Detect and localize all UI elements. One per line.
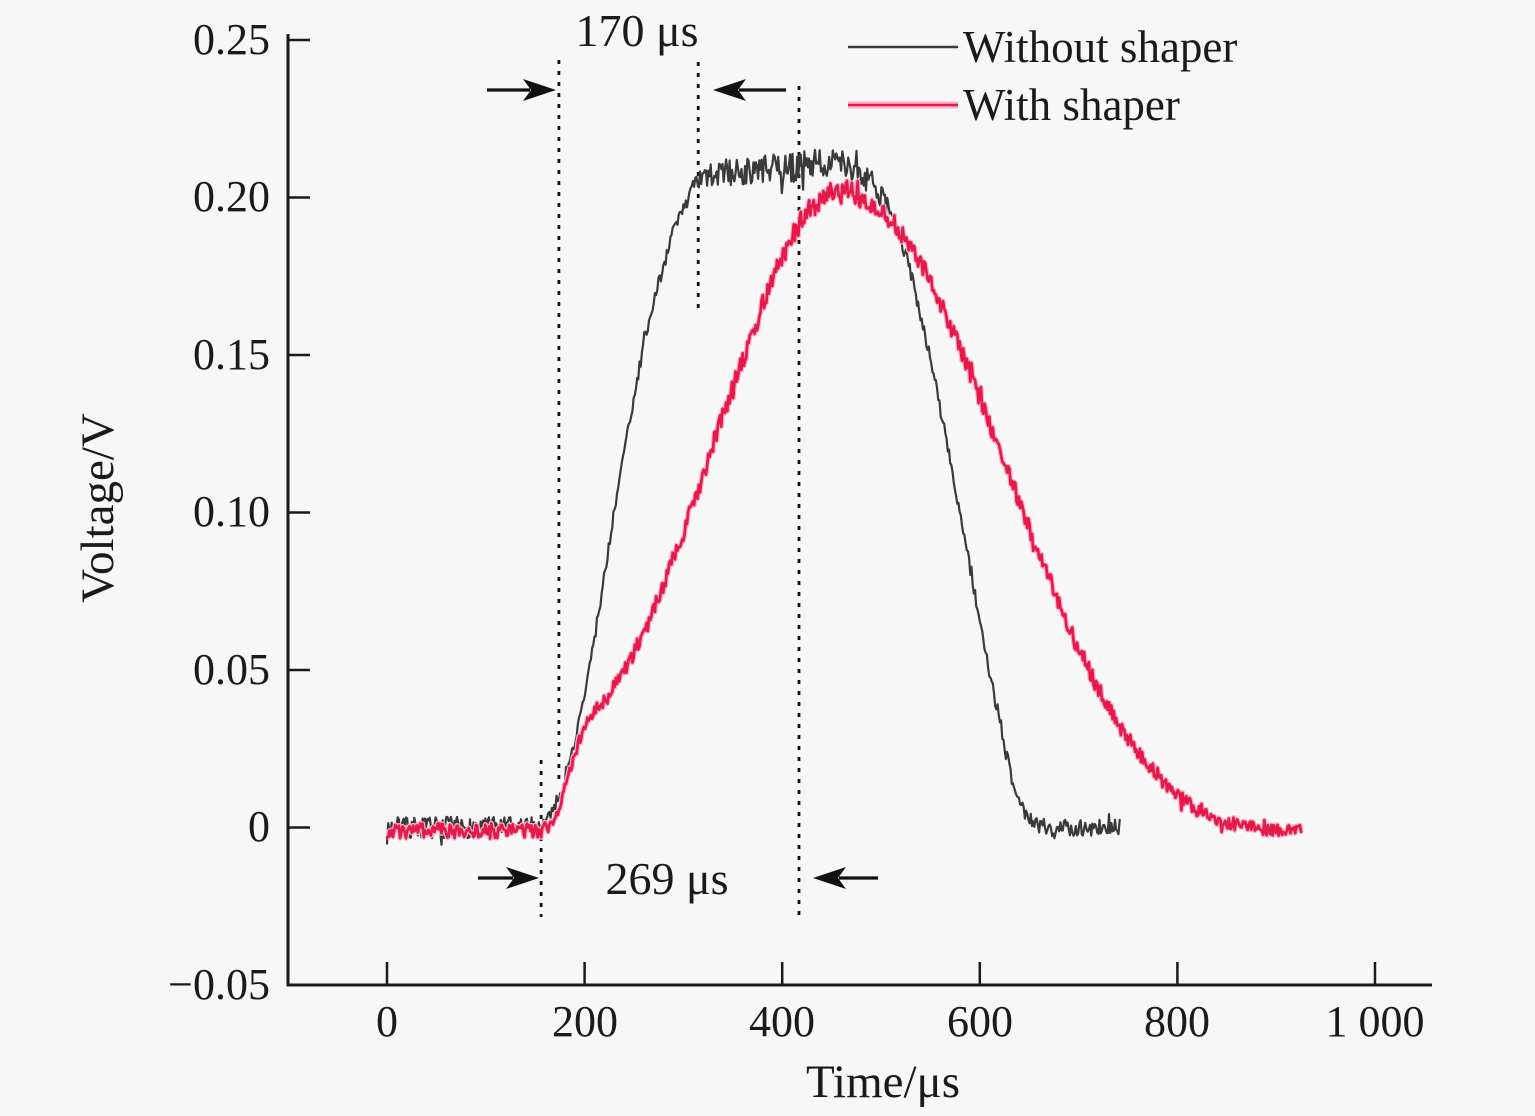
x-tick-label: 400 — [749, 997, 815, 1046]
annotation-arrow-head — [523, 79, 556, 101]
y-tick-label: 0.10 — [193, 487, 270, 536]
annotation-arrow-head — [713, 79, 746, 101]
y-tick-label: 0.05 — [193, 645, 270, 694]
series-without-shaper — [385, 148, 1121, 846]
legend-label-with-shaper: With shaper — [963, 80, 1180, 130]
y-tick-label: 0.15 — [193, 330, 270, 379]
annotation-arrow-head — [506, 867, 539, 889]
x-axis-title: Time/μs — [805, 1056, 961, 1108]
annotation-peaking-time: 269 μs — [605, 853, 729, 904]
x-tick-label: 200 — [552, 997, 618, 1046]
y-tick-label: 0.25 — [193, 15, 270, 64]
annotation-arrow-head — [813, 867, 846, 889]
series-halo-with-shaper — [385, 178, 1304, 842]
series-with-shaper — [385, 179, 1303, 840]
y-tick-label: 0 — [248, 802, 270, 851]
legend-label-without-shaper: Without shaper — [963, 22, 1238, 72]
x-tick-label: 1 000 — [1325, 997, 1425, 1046]
x-tick-label: 600 — [947, 997, 1013, 1046]
y-tick-label: −0.05 — [168, 960, 270, 1009]
y-axis-title: Voltage/V — [72, 413, 124, 603]
x-tick-label: 800 — [1144, 997, 1210, 1046]
y-tick-label: 0.20 — [193, 172, 270, 221]
annotation-rise-time: 170 μs — [575, 5, 699, 56]
x-tick-label: 0 — [376, 997, 398, 1046]
